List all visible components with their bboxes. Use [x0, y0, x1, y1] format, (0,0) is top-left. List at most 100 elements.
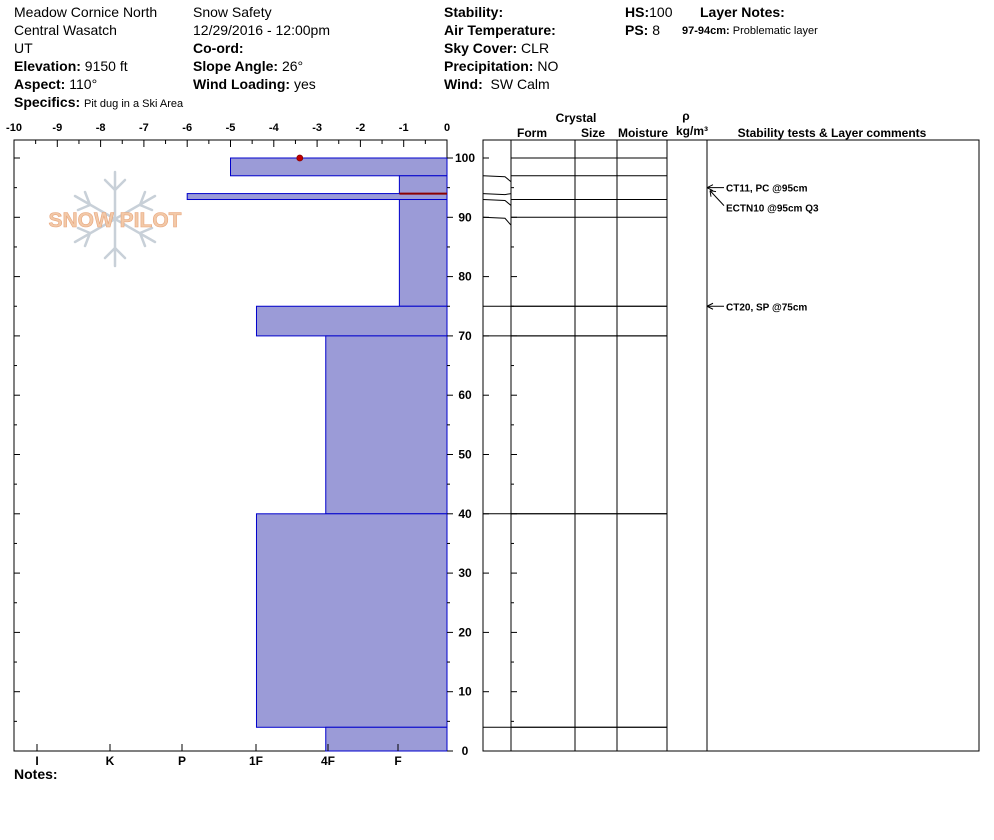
moisture-header: Moisture	[618, 126, 668, 140]
air-temp-row: Air Temperature:	[444, 21, 556, 39]
hardness-layer	[398, 175, 448, 195]
snowflake-icon	[73, 170, 157, 268]
slope-label: Slope Angle:	[193, 58, 279, 74]
hardness-layer	[398, 199, 448, 307]
hardness-tick-label: P	[178, 754, 186, 768]
height-tick-label: 100	[455, 151, 475, 165]
layer-note-range: 97-94cm:	[682, 25, 730, 37]
wind-value: SW Calm	[490, 76, 550, 92]
wind-loading-row: Wind Loading: yes	[193, 75, 316, 93]
wind-label: Wind:	[444, 76, 483, 92]
sky-cover-row: Sky Cover: CLR	[444, 39, 549, 57]
sky-cover-label: Sky Cover:	[444, 40, 518, 56]
temp-tick-label: -2	[356, 122, 366, 134]
height-tick-label: 40	[458, 507, 472, 521]
temp-tick-label: -7	[139, 122, 149, 134]
temp-tick-label: -10	[6, 122, 22, 134]
hardness-layer	[186, 193, 448, 201]
aspect-label: Aspect:	[14, 76, 66, 92]
aspect-value: 110°	[69, 76, 98, 92]
layer-notes-row: Layer Notes:	[700, 3, 785, 21]
temperature-point	[296, 154, 304, 162]
temp-tick-label: -6	[182, 122, 192, 134]
height-tick-label: 60	[458, 388, 472, 402]
specifics-label: Specifics:	[14, 94, 81, 110]
hs-label: HS:	[625, 4, 650, 20]
arrow-head	[706, 302, 714, 310]
organization-name: Snow Safety	[193, 4, 272, 20]
hardness-layer	[230, 157, 448, 177]
observation-datetime: 12/29/2016 - 12:00pm	[193, 22, 330, 38]
layer-note-text: Problematic layer	[732, 25, 818, 37]
elevation-label: Elevation:	[14, 58, 81, 74]
stability-row: Stability:	[444, 3, 503, 21]
ps-value: 8	[652, 22, 661, 38]
height-tick-label: 50	[458, 448, 472, 462]
density-unit: kg/m³	[676, 124, 708, 138]
hs-row: HS:100	[625, 3, 672, 21]
temperature-points	[296, 154, 304, 162]
temperature-axis: -10 -9 -8 -7 -6 -5 -4 -3 -2 -1 0	[6, 122, 450, 147]
temp-tick-label: -9	[52, 122, 62, 134]
ps-label: PS:	[625, 22, 649, 38]
state-name: UT	[14, 40, 33, 56]
coord-label: Co-ord:	[193, 40, 244, 56]
hardness-tick-label: F	[394, 754, 401, 768]
stability-test-label: ECTN10 @95cm Q3	[726, 204, 819, 215]
layer-notes-label: Layer Notes:	[700, 4, 785, 20]
hardness-layer	[255, 513, 448, 728]
temp-tick-label: 0	[444, 122, 450, 134]
precip-value: NO	[537, 58, 559, 74]
hardness-tick-label: I	[35, 754, 38, 768]
layer-note: 97-94cm: Problematic layer	[682, 22, 818, 40]
range-name: Central Wasatch	[14, 22, 117, 38]
layer-connector	[482, 175, 512, 183]
precip-label: Precipitation:	[444, 58, 534, 74]
layer-table-frame	[482, 139, 980, 752]
hardness-tick-label: 4F	[321, 754, 335, 768]
slope-value: 26°	[281, 58, 304, 74]
height-tick-label: 20	[458, 625, 472, 639]
hardness-axis: I K P 1F 4F F	[35, 744, 402, 768]
hardness-tick-label: K	[106, 754, 115, 768]
wind-row: Wind: SW Calm	[444, 75, 550, 93]
precip-row: Precipitation: NO	[444, 57, 558, 75]
specifics-value: Pit dug in a Ski Area	[84, 98, 184, 110]
temp-tick-label: -1	[399, 122, 409, 134]
air-temp-label: Air Temperature:	[444, 22, 556, 38]
snowpilot-logo: SNOW PILOT	[49, 209, 182, 232]
density-symbol: ρ	[682, 109, 689, 123]
height-tick-label: 70	[458, 329, 472, 343]
stability-tests: CT11, PC @95cm ECTN10 @95cm Q3 CT20, SP @7…	[706, 184, 819, 313]
coord-row: Co-ord:	[193, 39, 244, 57]
temp-tick-label: -8	[96, 122, 106, 134]
hardness-layer	[325, 726, 448, 752]
height-tick-label: 0	[462, 744, 469, 758]
layer-boundaries	[483, 157, 667, 728]
aspect-row: Aspect: 110°	[14, 75, 97, 93]
temp-tick-label: -4	[269, 122, 280, 134]
ps-row: PS: 8	[625, 21, 660, 39]
layer-connectors	[482, 175, 512, 226]
arrow-head	[709, 190, 717, 197]
elevation-row: Elevation: 9150 ft	[14, 57, 128, 75]
hardness-layer	[255, 305, 448, 337]
size-header: Size	[581, 126, 605, 140]
layer-connector	[482, 216, 512, 226]
sky-cover-value: CLR	[521, 40, 550, 56]
layer-connector	[482, 193, 512, 196]
hs-value: 100	[649, 4, 673, 20]
height-tick-label: 10	[458, 685, 472, 699]
height-tick-label: 90	[458, 210, 472, 224]
wind-loading-label: Wind Loading:	[193, 76, 291, 92]
height-tick-label: 80	[458, 270, 472, 284]
stability-arrow	[709, 190, 725, 206]
wind-loading-value: yes	[293, 76, 316, 92]
hardness-layers	[186, 157, 448, 752]
elevation-value: 9150 ft	[84, 58, 128, 74]
stability-header: Stability tests & Layer comments	[738, 126, 927, 140]
stability-test-label: CT11, PC @95cm	[726, 184, 808, 195]
notes-label: Notes:	[14, 766, 58, 782]
hardness-layer	[325, 335, 448, 515]
